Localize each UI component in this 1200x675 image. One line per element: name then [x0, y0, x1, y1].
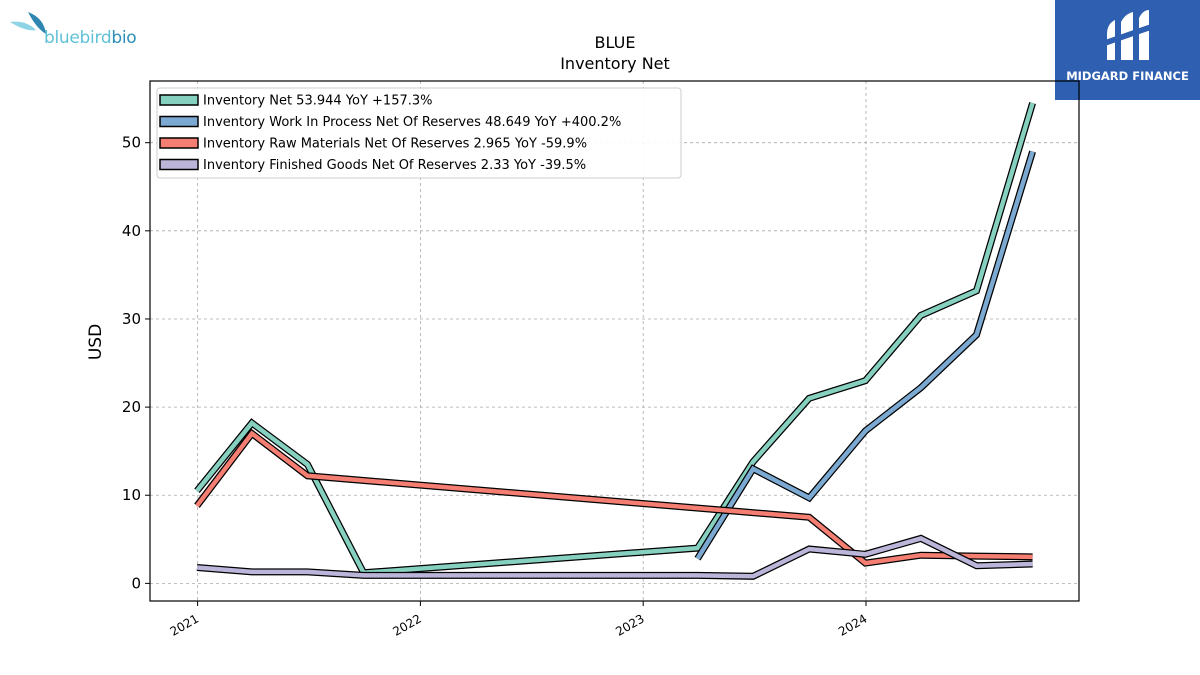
- x-tick-label: 2021: [168, 611, 201, 638]
- legend-item-1: Inventory Net 53.944 YoY +157.3%: [159, 94, 433, 109]
- y-tick-label: 10: [122, 486, 141, 504]
- legend-item-3: Inventory Raw Materials Net Of Reserves …: [159, 137, 587, 152]
- x-tick-label: 2022: [390, 611, 423, 638]
- legend-swatch: [159, 115, 199, 128]
- y-tick-label: 50: [122, 134, 141, 152]
- x-tick-label: 2023: [613, 611, 646, 638]
- series-outline: [694, 150, 1036, 561]
- series-stroke: [195, 102, 1035, 576]
- y-tick-label: 30: [122, 310, 141, 328]
- legend-swatch: [159, 94, 199, 106]
- series-line-3: [194, 428, 1033, 567]
- chart-title-block: BLUE Inventory Net: [415, 32, 815, 74]
- legend-swatch: [159, 158, 199, 171]
- series-stroke: [195, 430, 1033, 566]
- legend-label: Inventory Work In Process Net Of Reserve…: [203, 115, 621, 130]
- bluebird-bio-logo: bluebirdbio: [8, 8, 158, 52]
- y-tick-label: 40: [122, 222, 141, 240]
- y-tick-label: 20: [122, 398, 141, 416]
- y-tick-label: 0: [131, 574, 141, 592]
- legend-label: Inventory Raw Materials Net Of Reserves …: [203, 137, 587, 152]
- chart-title: BLUE: [594, 33, 636, 52]
- series-line-2: [694, 150, 1036, 561]
- legend-box: [156, 87, 682, 179]
- chart-subtitle: Inventory Net: [560, 54, 670, 73]
- legend-swatch: [159, 137, 199, 149]
- series-stroke: [695, 150, 1035, 560]
- legend-label: Inventory Net 53.944 YoY +157.3%: [203, 94, 433, 109]
- legend-item-2: Inventory Work In Process Net Of Reserve…: [159, 115, 621, 130]
- bluebird-bio-wordmark: bluebirdbio: [44, 28, 137, 48]
- midgard-emblem-icon: [1105, 10, 1151, 60]
- x-tick-label: 2024: [836, 611, 869, 638]
- series-line-4: [196, 534, 1033, 580]
- legend-item-4: Inventory Finished Goods Net Of Reserves…: [159, 158, 586, 173]
- bird-icon: [10, 12, 46, 34]
- midgard-finance-name: MIDGARD FINANCE: [1066, 69, 1189, 83]
- series-stroke: [196, 535, 1033, 579]
- series-line-1: [194, 101, 1036, 577]
- legend-label: Inventory Finished Goods Net Of Reserves…: [203, 158, 586, 173]
- y-axis-label: USD: [86, 324, 106, 360]
- plot-frame: [149, 80, 1080, 602]
